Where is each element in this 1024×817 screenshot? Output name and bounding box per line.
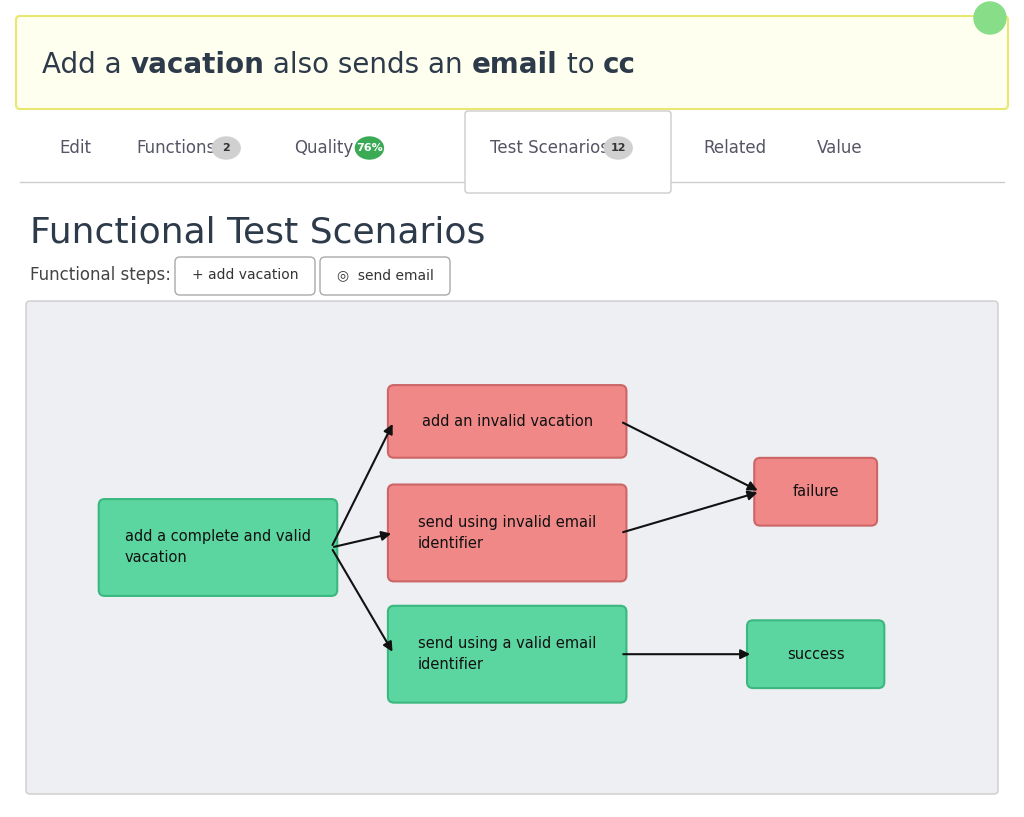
Text: Add a: Add a <box>42 51 130 78</box>
Text: Test Scenarios: Test Scenarios <box>489 139 608 157</box>
Text: cc: cc <box>603 51 636 78</box>
FancyBboxPatch shape <box>746 620 885 688</box>
Text: add a complete and valid
vacation: add a complete and valid vacation <box>125 529 311 565</box>
Text: Related: Related <box>703 139 767 157</box>
FancyBboxPatch shape <box>388 484 627 582</box>
Text: vacation: vacation <box>130 51 264 78</box>
Text: + add vacation: + add vacation <box>191 268 298 282</box>
Text: success: success <box>786 647 845 662</box>
Text: add an invalid vacation: add an invalid vacation <box>422 414 593 429</box>
Text: Quality: Quality <box>294 139 353 157</box>
Ellipse shape <box>355 137 383 159</box>
Text: send using a valid email
identifier: send using a valid email identifier <box>418 636 596 672</box>
Text: email: email <box>472 51 558 78</box>
Text: 12: 12 <box>610 143 626 153</box>
FancyBboxPatch shape <box>755 458 878 525</box>
Text: 76%: 76% <box>356 143 383 153</box>
Text: failure: failure <box>793 484 839 499</box>
Text: Functional steps:: Functional steps: <box>30 266 171 284</box>
Ellipse shape <box>212 137 241 159</box>
Ellipse shape <box>604 137 632 159</box>
FancyBboxPatch shape <box>98 499 337 596</box>
Text: send using invalid email
identifier: send using invalid email identifier <box>418 515 596 551</box>
Text: Edit: Edit <box>59 139 91 157</box>
Text: Functional Test Scenarios: Functional Test Scenarios <box>30 215 485 249</box>
FancyBboxPatch shape <box>175 257 315 295</box>
Text: 2: 2 <box>222 143 230 153</box>
Text: Value: Value <box>817 139 863 157</box>
Circle shape <box>974 2 1006 34</box>
FancyBboxPatch shape <box>388 385 627 458</box>
FancyBboxPatch shape <box>388 605 627 703</box>
Text: Functions: Functions <box>136 139 216 157</box>
FancyBboxPatch shape <box>319 257 450 295</box>
Text: ◎  send email: ◎ send email <box>337 268 433 282</box>
FancyBboxPatch shape <box>26 301 998 794</box>
Text: also sends an: also sends an <box>264 51 472 78</box>
Text: to: to <box>558 51 603 78</box>
FancyBboxPatch shape <box>16 16 1008 109</box>
FancyBboxPatch shape <box>465 111 671 193</box>
